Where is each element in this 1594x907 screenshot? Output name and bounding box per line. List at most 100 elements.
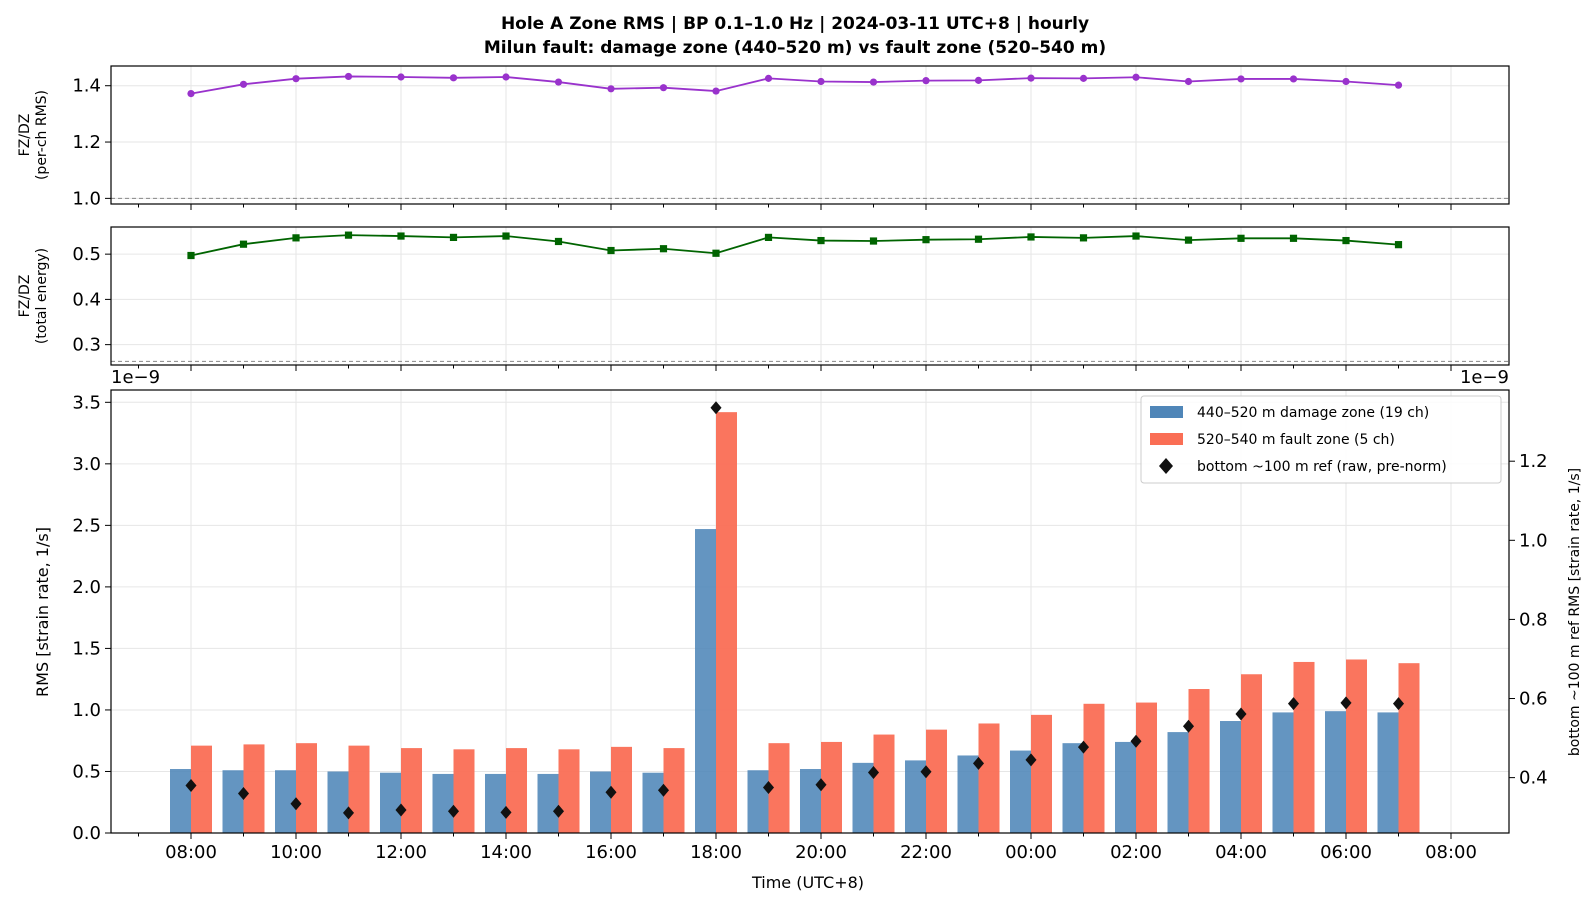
ratio-point (607, 246, 615, 255)
ratio-point (764, 74, 773, 82)
bar-fault-zone (1136, 702, 1157, 833)
ratio-point (397, 73, 405, 81)
legend-swatch-fault-zone (1150, 433, 1183, 445)
y-tick-label: 1.5 (72, 638, 101, 659)
x-tick-label: 18:00 (690, 842, 742, 863)
marker-bottom-ref (552, 804, 565, 818)
bar-fault-zone (926, 729, 947, 833)
y-tick-label: 1.0 (72, 188, 101, 209)
bar-damage-zone (432, 773, 454, 833)
bar-damage-zone (170, 769, 191, 833)
bar-damage-zone (695, 529, 716, 833)
bar-fault-zone (1241, 674, 1262, 833)
y2-tick-label: 1.2 (1519, 451, 1548, 472)
bar-fault-zone (1031, 714, 1052, 833)
ratio-point (187, 90, 195, 98)
ratio-point (1289, 75, 1298, 83)
ratio-point (292, 234, 300, 242)
ratio-point (1394, 241, 1403, 249)
marker-bottom-ref (1130, 734, 1142, 748)
ratio-point (449, 74, 458, 82)
bar-damage-zone (800, 769, 821, 833)
panel-per-ch-rms-ylabel-line2: (per-ch RMS) (34, 90, 50, 180)
bar-damage-zone (485, 773, 506, 833)
bar-damage-zone (222, 770, 244, 833)
bar-fault-zone (506, 748, 527, 833)
bar-damage-zone (1010, 750, 1031, 833)
marker-bottom-ref (342, 806, 355, 820)
ratio-point (869, 237, 878, 245)
ratio-point (292, 75, 300, 83)
ratio-point (502, 232, 510, 240)
ratio-point (1027, 233, 1035, 241)
marker-bottom-ref (395, 803, 407, 817)
ratio-point (344, 231, 353, 239)
y-tick-label: 0.5 (72, 761, 101, 782)
marker-bottom-ref (1392, 697, 1405, 711)
bar-damage-zone (1062, 743, 1084, 833)
legend: 440–520 m damage zone (19 ch) 520–540 m … (1140, 395, 1502, 484)
bar-damage-zone (1167, 732, 1189, 833)
bar-damage-zone (1325, 711, 1346, 833)
bar-fault-zone (716, 412, 737, 833)
x-tick-label: 10:00 (270, 842, 322, 863)
ratio-point (239, 240, 248, 248)
y2-tick-label: 1.0 (1519, 530, 1548, 551)
marker-bottom-ref (605, 785, 617, 799)
marker-bottom-ref (710, 401, 722, 415)
x-tick-label: 08:00 (165, 842, 217, 863)
bar-damage-zone (1272, 712, 1294, 833)
bar-damage-zone (1220, 721, 1241, 833)
ratio-point (187, 251, 195, 260)
ratio-point (1132, 73, 1140, 81)
panel-rms-bars-frame (110, 389, 1510, 834)
bar-fault-zone (768, 743, 790, 833)
bar-damage-zone (1115, 741, 1136, 833)
y-tick-label: 1.4 (72, 76, 101, 97)
ratio-point (1027, 74, 1035, 82)
y2-tick-label: 0.8 (1519, 609, 1548, 630)
bar-damage-zone (590, 771, 611, 833)
x-tick-label: 20:00 (795, 842, 847, 863)
ratio-point (344, 72, 353, 81)
bar-damage-zone (275, 770, 296, 833)
offset-label-left: 1e−9 (111, 367, 160, 388)
legend-frame (1140, 395, 1502, 484)
chart-title-line1: Hole A Zone RMS | BP 0.1–1.0 Hz | 2024-0… (501, 14, 1089, 34)
y2-tick-label: 0.4 (1519, 768, 1548, 789)
bar-damage-zone (852, 762, 874, 833)
legend-swatch-damage-zone (1150, 406, 1183, 418)
ratio-point (817, 77, 825, 86)
x-tick-label: 00:00 (1005, 842, 1057, 863)
marker-bottom-ref (1077, 740, 1090, 754)
legend-label-bottom-ref: bottom ~100 m ref (raw, pre-norm) (1197, 459, 1447, 475)
bar-damage-zone (957, 755, 979, 833)
ratio-point (817, 236, 825, 245)
ratio-point (869, 78, 878, 86)
marker-bottom-ref (920, 765, 932, 779)
ratio-point (1237, 75, 1245, 83)
x-tick-label: 12:00 (375, 842, 427, 863)
ratio-point (712, 87, 720, 95)
marker-bottom-ref (1025, 753, 1037, 767)
bar-fault-zone (663, 748, 685, 833)
panel-per-ch-rms-frame (110, 65, 1510, 205)
y-tick-label: 0.3 (72, 335, 101, 356)
marker-bottom-ref (1182, 719, 1195, 733)
y-axis-label: RMS [strain rate, 1/s] (33, 527, 52, 697)
offset-label-right: 1e−9 (1460, 367, 1509, 388)
bar-damage-zone (327, 771, 349, 833)
x-tick-label: 14:00 (480, 842, 532, 863)
y-tick-label: 1.2 (72, 132, 101, 153)
marker-bottom-ref (290, 797, 302, 811)
ratio-point (974, 76, 983, 84)
ratio-point (1184, 77, 1193, 86)
y-tick-label: 1.0 (72, 700, 101, 721)
bar-fault-zone (1398, 663, 1420, 833)
x-tick-label: 16:00 (585, 842, 637, 863)
panel-per-ch-rms-ylabel-line1: FZ/DZ (17, 114, 33, 157)
marker-bottom-ref (867, 765, 880, 779)
bar-fault-zone (296, 743, 317, 833)
ratio-point (1394, 81, 1403, 89)
bar-fault-zone (558, 749, 580, 833)
